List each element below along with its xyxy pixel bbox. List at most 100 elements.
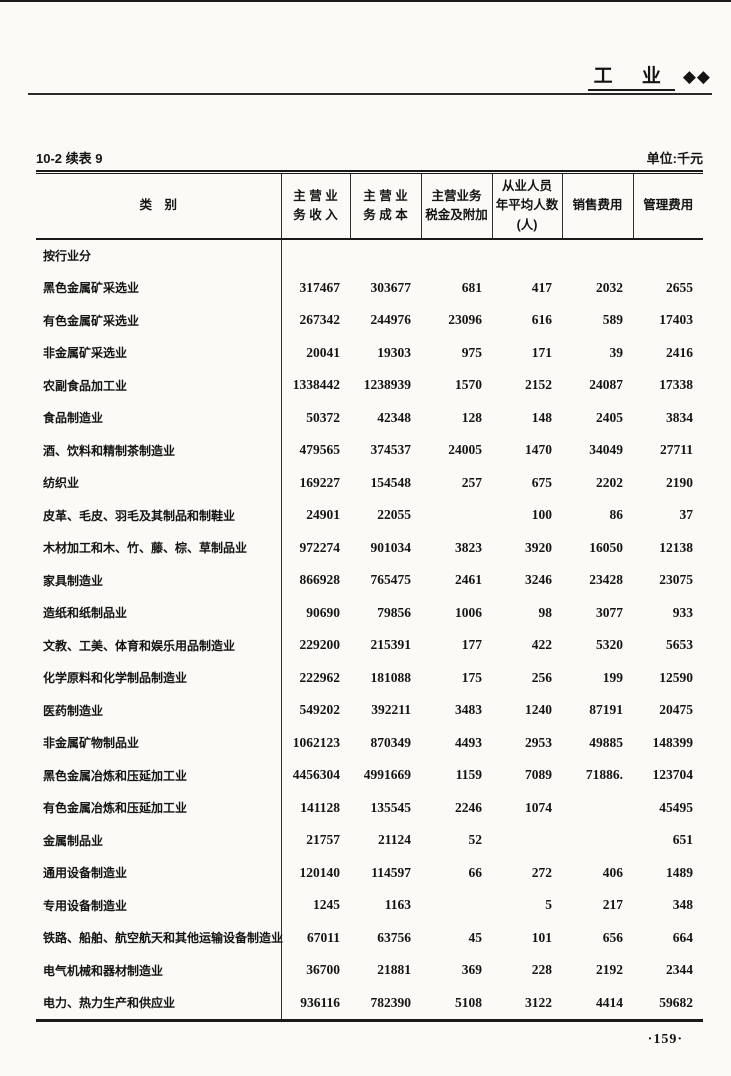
- cell-employees: 98: [538, 604, 553, 620]
- statistics-table-wrap: 类 别主 营 业务 收 入主 营 业务 成 本主营业务 税金及附加 从业人员 年平均人…: [36, 170, 703, 1022]
- cell-main_revenue: 1245: [313, 897, 340, 913]
- cell-main_cost: 244976: [370, 312, 412, 328]
- cell-employees: 100: [531, 507, 552, 523]
- cell-admin_expense: 17338: [659, 377, 693, 393]
- cell-employees: 3920: [525, 539, 552, 555]
- row-label: 非金属矿采选业: [36, 336, 282, 369]
- cell-tax_surcharge: 177: [461, 637, 482, 653]
- cell-selling_expense: 71886.: [585, 767, 623, 783]
- table-row: 医药制造业 549202 392211 3483 1240 87191 20475: [36, 694, 703, 727]
- cell-tax_surcharge: 24005: [448, 442, 482, 458]
- cell-main_cost: 901034: [370, 539, 412, 555]
- cell-main_revenue: 141128: [300, 799, 340, 815]
- statistics-table: 类 别主 营 业务 收 入主 营 业务 成 本主营业务 税金及附加 从业人员 年平均人…: [36, 174, 703, 1019]
- cell-selling_expense: 589: [602, 312, 623, 328]
- cell-employees: 1074: [525, 799, 552, 815]
- cell-tax_surcharge: 52: [468, 832, 483, 848]
- cell-main_cost: 870349: [370, 734, 412, 750]
- cell-admin_expense: 5653: [666, 637, 693, 653]
- cell-admin_expense: 3834: [666, 409, 693, 425]
- cell-employees: 148: [531, 409, 552, 425]
- cell-employees: 616: [531, 312, 552, 328]
- cell-admin_expense: 1489: [666, 864, 693, 880]
- cell-admin_expense: 2655: [666, 279, 693, 295]
- cell-employees: [492, 239, 562, 272]
- cell-selling_expense: [562, 792, 633, 825]
- section-title: 工 业: [587, 66, 675, 91]
- masthead-rule: [28, 93, 712, 95]
- table-row: 金属制品业 21757 21124 52 651: [36, 824, 703, 857]
- row-label: 化学原料和化学制品制造业: [36, 661, 282, 694]
- cell-main_cost: 154548: [370, 474, 412, 490]
- row-label: 铁路、船舶、航空航天和其他运输设备制造业: [36, 921, 283, 954]
- cell-admin_expense: [633, 239, 703, 272]
- row-label: 家具制造业: [36, 564, 282, 597]
- row-label: 有色金属矿采选业: [36, 304, 282, 337]
- table-caption-row: 10-2 续表 9 单位:千元: [36, 148, 703, 167]
- cell-employees: 171: [531, 344, 552, 360]
- table-row: 黑色金属矿采选业 317467 303677 681 417 2032 2655: [36, 271, 703, 304]
- cell-tax_surcharge: 23096: [448, 312, 482, 328]
- cell-main_cost: 42348: [377, 409, 411, 425]
- cell-tax_surcharge: [421, 889, 492, 922]
- row-label: 纺织业: [36, 466, 282, 499]
- cell-selling_expense: 3077: [596, 604, 623, 620]
- cell-main_cost: 181088: [370, 669, 412, 685]
- cell-tax_surcharge: 128: [461, 409, 482, 425]
- cell-tax_surcharge: 175: [461, 669, 482, 685]
- cell-tax_surcharge: 3823: [455, 539, 482, 555]
- row-label: 皮革、毛皮、羽毛及其制品和制鞋业: [36, 499, 282, 532]
- cell-main_revenue: 549202: [299, 702, 341, 718]
- cell-main_revenue: 90690: [306, 604, 340, 620]
- table-row: 铁路、船舶、航空航天和其他运输设备制造业 67011 63756 45 101 656 66…: [36, 921, 703, 954]
- row-label: 按行业分: [36, 239, 282, 272]
- masthead: 工 业 ◆◆: [587, 66, 711, 91]
- table-row: 非金属矿采选业 20041 19303 975 171 39 2416: [36, 336, 703, 369]
- cell-main_revenue: 21757: [306, 832, 340, 848]
- row-label: 医药制造业: [36, 694, 282, 727]
- cell-main_cost: 4991669: [363, 767, 411, 783]
- cell-selling_expense: 86: [609, 507, 624, 523]
- cell-main_revenue: 1062123: [292, 734, 340, 750]
- cell-tax_surcharge: 66: [468, 864, 483, 880]
- table-row: 非金属矿物制品业 1062123 870349 4493 2953 49885 148399: [36, 726, 703, 759]
- cell-main_revenue: 267342: [299, 312, 341, 328]
- cell-main_revenue: 972274: [299, 539, 341, 555]
- cell-tax_surcharge: 1159: [455, 767, 482, 783]
- col-header-category: 类 别: [36, 174, 281, 240]
- table-row: 纺织业 169227 154548 257 675 2202 2190: [36, 466, 703, 499]
- cell-main_revenue: 229200: [299, 637, 341, 653]
- cell-employees: 1470: [525, 442, 552, 458]
- cell-main_revenue: 222962: [299, 669, 341, 685]
- cell-admin_expense: 37: [679, 507, 694, 523]
- table-row: 木材加工和木、竹、藤、棕、草制品业 972274 901034 3823 3920 160…: [36, 531, 703, 564]
- table-row: 皮革、毛皮、羽毛及其制品和制鞋业 24901 22055 100 86 37: [36, 499, 703, 532]
- cell-tax_surcharge: [421, 499, 492, 532]
- cell-main_cost: 21881: [377, 962, 411, 978]
- col-header-tax_surcharge: 主营业务 税金及附加: [420, 174, 492, 240]
- row-label: 食品制造业: [36, 401, 282, 434]
- cell-admin_expense: 348: [672, 897, 693, 913]
- cell-main_revenue: 20041: [306, 344, 340, 360]
- row-label: 金属制品业: [36, 824, 282, 857]
- cell-admin_expense: 651: [672, 832, 693, 848]
- table-caption: 10-2 续表 9: [36, 151, 103, 166]
- cell-selling_expense: 24087: [589, 377, 623, 393]
- col-header-main_cost: 主 营 业务 成 本: [349, 174, 421, 240]
- cell-selling_expense: 2192: [596, 962, 623, 978]
- cell-tax_surcharge: 1570: [455, 377, 482, 393]
- cell-main_revenue: 24901: [306, 507, 340, 523]
- cell-selling_expense: 2032: [596, 279, 623, 295]
- cell-main_cost: 392211: [371, 702, 411, 718]
- cell-admin_expense: 20475: [659, 702, 693, 718]
- cell-main_revenue: 36700: [306, 962, 340, 978]
- table-row: 农副食品加工业 1338442 1238939 1570 2152 24087 17338: [36, 369, 703, 402]
- cell-tax_surcharge: 3483: [455, 702, 482, 718]
- cell-main_cost: 79856: [377, 604, 411, 620]
- cell-selling_expense: 49885: [589, 734, 623, 750]
- table-row: 造纸和纸制品业 90690 79856 1006 98 3077 933: [36, 596, 703, 629]
- cell-selling_expense: 87191: [589, 702, 623, 718]
- page-top-scan-edge: [0, 0, 731, 2]
- cell-admin_expense: 933: [672, 604, 693, 620]
- row-label: 酒、饮料和精制茶制造业: [36, 434, 282, 467]
